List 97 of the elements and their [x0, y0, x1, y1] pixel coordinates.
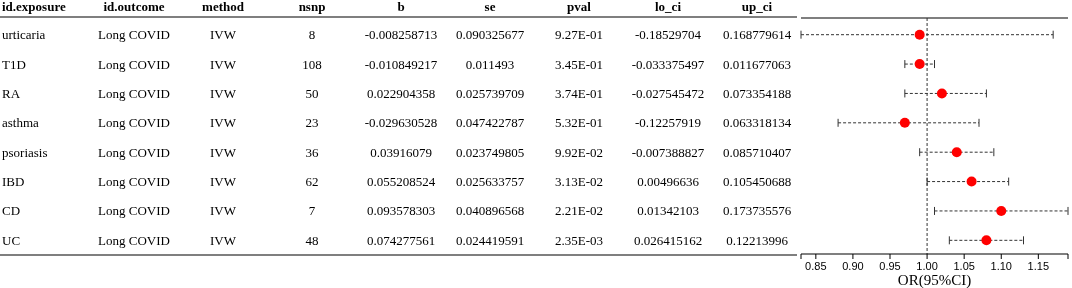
text: 0.168779614: [722, 27, 792, 43]
text: asthma: [2, 115, 39, 131]
x-tick-label: 1.10: [990, 260, 1012, 272]
category-label: pval: [567, 0, 592, 14]
x-tick-label: 0.95: [879, 260, 901, 272]
text: -0.029630528: [364, 115, 438, 131]
text: 8: [308, 27, 316, 43]
text: 2.35E-03: [554, 232, 604, 248]
text: Long COVID: [98, 203, 170, 219]
text: IVW: [210, 115, 236, 131]
x-axis-title: OR(95%CI): [897, 272, 972, 288]
text: Long COVID: [98, 144, 170, 160]
text: 0.085710407: [722, 144, 792, 160]
text: IVW: [210, 232, 236, 248]
text: -0.008258713: [364, 27, 438, 43]
text: IVW: [210, 85, 236, 101]
text: 108: [302, 56, 322, 72]
point: [951, 147, 962, 158]
text: CD: [2, 203, 21, 219]
text: 0.173735576: [722, 203, 792, 219]
text: psoriasis: [2, 144, 48, 160]
text: Long COVID: [98, 85, 170, 101]
text: urticaria: [2, 27, 46, 43]
x-tick-label: 1.00: [916, 260, 938, 272]
text: 50: [305, 85, 319, 101]
text: 0.074277561: [366, 232, 436, 248]
text: 0.00496636: [637, 174, 699, 190]
text: -0.12257919: [634, 115, 702, 131]
point: [899, 117, 910, 128]
text: Long COVID: [98, 174, 170, 190]
text: IVW: [210, 174, 236, 190]
text: 0.090325677: [455, 27, 525, 43]
category-label: id.outcome: [103, 0, 165, 14]
category-label: se: [484, 0, 496, 14]
text: -0.010849217: [364, 56, 438, 72]
text: -0.033375497: [631, 56, 705, 72]
text: IVW: [210, 144, 236, 160]
point: [966, 176, 977, 187]
text: 3.13E-02: [554, 174, 604, 190]
point: [996, 205, 1007, 216]
x-tick-label: 1.15: [1027, 260, 1050, 272]
text: Long COVID: [98, 56, 170, 72]
text: 0.055208524: [366, 174, 436, 190]
text: 5.32E-01: [554, 115, 604, 131]
text: 0.022904358: [366, 85, 436, 101]
text: Long COVID: [98, 115, 170, 131]
text: 3.74E-01: [554, 85, 604, 101]
text: T1D: [2, 56, 26, 72]
text: IBD: [2, 174, 25, 190]
text: 7: [308, 203, 316, 219]
category-label: b: [397, 0, 405, 14]
text: 2.21E-02: [554, 203, 604, 219]
text: 0.01342103: [637, 203, 699, 219]
text: IVW: [210, 27, 236, 43]
text: 9.92E-02: [554, 144, 604, 160]
text: 62: [305, 174, 319, 190]
category-label: id.exposure: [2, 0, 66, 14]
text: 36: [305, 144, 319, 160]
text: 0.011677063: [723, 56, 791, 72]
text: RA: [2, 85, 21, 101]
text: 0.024419591: [455, 232, 525, 248]
text: 0.12213996: [726, 232, 788, 248]
text: -0.027545472: [631, 85, 705, 101]
text: 0.011493: [465, 56, 515, 72]
text: Long COVID: [98, 27, 170, 43]
category-label: method: [202, 0, 245, 14]
text: 9.27E-01: [554, 27, 604, 43]
x-tick-label: 0.90: [842, 260, 864, 272]
text: 23: [305, 115, 319, 131]
text: 0.03916079: [370, 144, 432, 160]
text: IVW: [210, 203, 236, 219]
point: [914, 29, 925, 40]
x-tick-label: 1.05: [953, 260, 975, 272]
text: 0.093578303: [366, 203, 436, 219]
text: -0.007388827: [631, 144, 705, 160]
category-label: lo_ci: [655, 0, 682, 14]
text: 0.063318134: [722, 115, 792, 131]
point: [914, 59, 925, 70]
text: -0.18529704: [634, 27, 702, 43]
text: 0.026415162: [633, 232, 703, 248]
text: UC: [2, 232, 21, 248]
text: 0.025739709: [455, 85, 525, 101]
x-tick-label: 0.85: [805, 260, 827, 272]
text: 48: [305, 232, 319, 248]
point: [981, 235, 992, 246]
point: [936, 88, 947, 99]
text: 3.45E-01: [554, 56, 604, 72]
text: IVW: [210, 56, 236, 72]
category-label: up_ci: [741, 0, 773, 14]
text: Long COVID: [98, 232, 170, 248]
text: 0.073354188: [722, 85, 792, 101]
text: 0.025633757: [455, 174, 525, 190]
text: 0.105450688: [722, 174, 792, 190]
category-label: nsnp: [298, 0, 326, 14]
text: 0.023749805: [455, 144, 525, 160]
text: 0.040896568: [455, 203, 525, 219]
text: 0.047422787: [455, 115, 525, 131]
